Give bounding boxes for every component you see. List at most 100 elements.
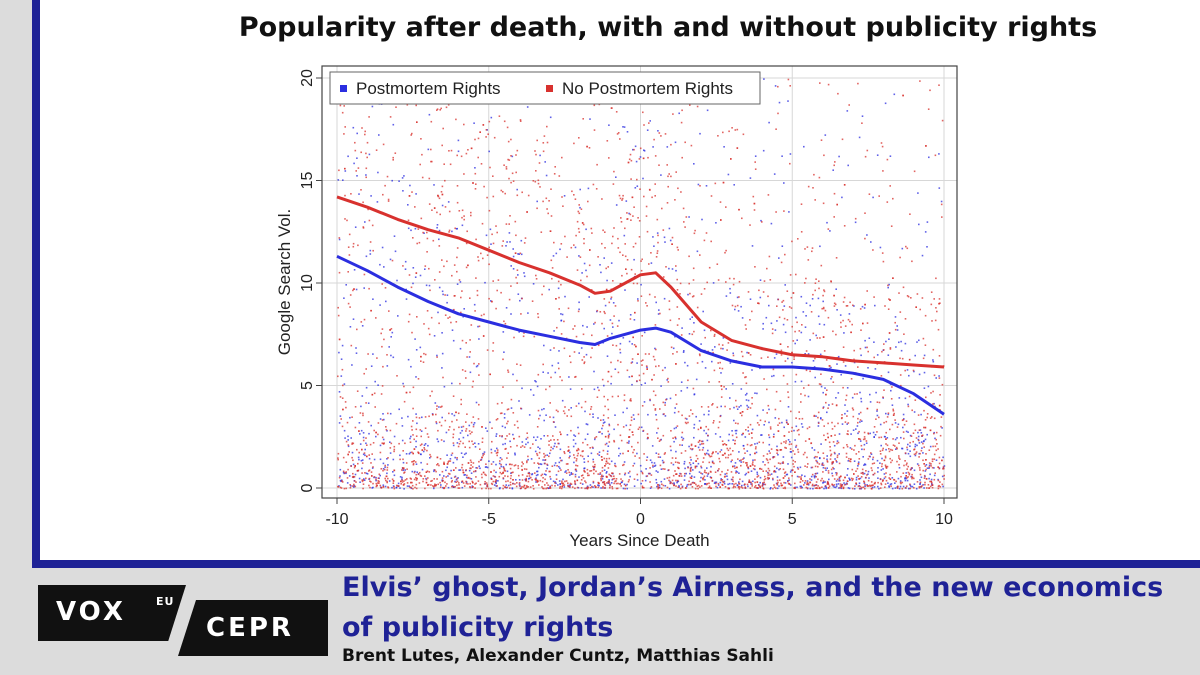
scatter-point xyxy=(838,478,841,480)
scatter-point xyxy=(478,325,481,328)
scatter-point xyxy=(507,420,509,423)
scatter-point xyxy=(602,449,605,452)
scatter-point xyxy=(591,485,593,488)
scatter-point xyxy=(491,427,493,429)
scatter-point xyxy=(614,368,617,370)
scatter-point xyxy=(427,483,430,486)
scatter-point xyxy=(916,463,919,465)
scatter-point xyxy=(704,469,706,472)
scatter-point xyxy=(577,210,580,213)
scatter-point xyxy=(716,263,719,265)
scatter-point xyxy=(746,464,748,467)
scatter-point xyxy=(454,485,456,488)
scatter-point xyxy=(818,287,820,290)
scatter-point xyxy=(822,480,825,482)
scatter-point xyxy=(659,312,661,315)
scatter-point xyxy=(864,212,866,214)
scatter-point xyxy=(434,402,437,404)
scatter-point xyxy=(582,450,584,452)
scatter-point xyxy=(464,474,466,476)
scatter-point xyxy=(767,356,769,358)
scatter-point xyxy=(496,447,498,450)
scatter-point xyxy=(552,480,555,483)
scatter-point xyxy=(794,330,796,333)
scatter-point xyxy=(520,313,522,315)
article-title[interactable]: Elvis’ ghost, Jordan’s Airness, and the … xyxy=(342,572,1164,643)
scatter-point xyxy=(634,145,637,148)
scatter-point xyxy=(727,487,730,490)
scatter-point xyxy=(678,486,680,488)
scatter-point xyxy=(907,443,909,446)
cepr-logo[interactable]: CEPR xyxy=(178,600,328,656)
scatter-point xyxy=(709,455,711,458)
scatter-point xyxy=(837,483,840,485)
scatter-point xyxy=(862,486,865,488)
scatter-point xyxy=(854,221,857,224)
scatter-point xyxy=(825,359,828,361)
scatter-point xyxy=(398,485,400,487)
scatter-point xyxy=(721,479,724,481)
scatter-point xyxy=(631,196,634,199)
scatter-point xyxy=(844,325,847,327)
scatter-point xyxy=(473,422,476,424)
voxeu-logo[interactable]: VOX EU xyxy=(38,585,186,641)
scatter-point xyxy=(784,284,786,286)
scatter-point xyxy=(617,247,620,249)
scatter-point xyxy=(756,481,759,483)
scatter-point xyxy=(565,463,568,465)
scatter-point xyxy=(785,421,788,423)
scatter-point xyxy=(737,422,739,425)
scatter-point xyxy=(613,477,616,480)
scatter-point xyxy=(500,463,502,466)
scatter-point xyxy=(799,485,802,488)
scatter-point xyxy=(833,192,836,195)
scatter-point xyxy=(430,120,433,123)
scatter-point xyxy=(643,124,645,126)
scatter-point xyxy=(673,411,676,414)
scatter-point xyxy=(574,481,576,483)
scatter-point xyxy=(885,438,887,440)
scatter-point xyxy=(344,170,347,172)
scatter-point xyxy=(534,450,537,453)
scatter-point xyxy=(437,195,440,198)
scatter-point xyxy=(835,288,837,290)
scatter-point xyxy=(762,322,764,325)
scatter-point xyxy=(636,362,638,364)
scatter-point xyxy=(879,453,882,455)
scatter-point xyxy=(384,184,386,187)
scatter-point xyxy=(428,333,431,336)
scatter-point xyxy=(519,252,522,255)
scatter-point xyxy=(938,467,941,470)
scatter-point xyxy=(717,362,719,364)
scatter-point xyxy=(703,329,706,332)
scatter-point xyxy=(342,408,344,411)
scatter-point xyxy=(774,85,777,87)
scatter-point xyxy=(776,449,779,452)
scatter-point xyxy=(921,485,923,487)
scatter-point xyxy=(415,473,418,476)
scatter-point xyxy=(702,477,705,479)
scatter-point xyxy=(521,461,523,463)
scatter-point xyxy=(598,451,601,453)
scatter-point xyxy=(392,482,395,484)
scatter-point xyxy=(426,310,429,312)
scatter-point xyxy=(508,159,511,161)
scatter-point xyxy=(604,304,607,307)
scatter-point xyxy=(460,398,462,401)
scatter-point xyxy=(839,485,842,487)
scatter-point xyxy=(356,175,358,177)
scatter-point xyxy=(338,237,341,239)
scatter-point xyxy=(836,454,839,457)
scatter-point xyxy=(839,479,841,482)
scatter-point xyxy=(542,371,544,373)
scatter-point xyxy=(462,436,465,439)
scatter-point xyxy=(393,448,396,451)
scatter-point xyxy=(407,227,410,230)
scatter-point xyxy=(401,177,404,179)
scatter-point xyxy=(382,413,384,415)
scatter-point xyxy=(933,432,935,435)
scatter-point xyxy=(523,446,526,448)
scatter-point xyxy=(501,458,503,461)
scatter-point xyxy=(806,427,809,430)
scatter-point xyxy=(885,420,888,423)
